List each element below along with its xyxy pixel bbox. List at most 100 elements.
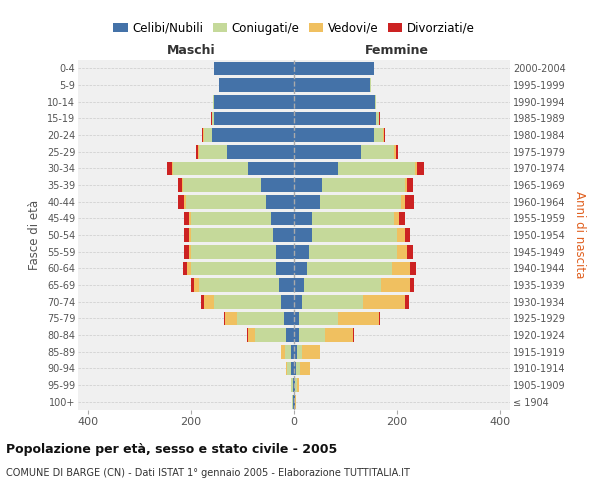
Bar [172, 162, 173, 175]
Bar [404, 295, 409, 308]
Bar [294, 195, 320, 208]
Bar [281, 345, 285, 358]
Bar [199, 145, 227, 158]
Bar [276, 262, 294, 275]
Bar [397, 245, 407, 258]
Bar [238, 312, 284, 325]
Bar [214, 112, 294, 125]
Bar [295, 395, 296, 408]
Bar [278, 278, 294, 292]
Bar [248, 162, 294, 175]
Bar [382, 278, 410, 292]
Bar [204, 295, 214, 308]
Bar [294, 128, 374, 142]
Bar [286, 328, 294, 342]
Bar [184, 178, 260, 192]
Bar [184, 228, 188, 242]
Bar [191, 278, 194, 292]
Bar [302, 295, 364, 308]
Bar [227, 145, 294, 158]
Bar [212, 112, 214, 125]
Bar [383, 128, 384, 142]
Bar [404, 178, 407, 192]
Bar [296, 345, 302, 358]
Bar [294, 112, 376, 125]
Bar [407, 178, 413, 192]
Bar [294, 95, 375, 108]
Bar [299, 328, 325, 342]
Bar [294, 345, 296, 358]
Bar [338, 162, 415, 175]
Bar [182, 178, 184, 192]
Bar [284, 312, 294, 325]
Bar [178, 178, 182, 192]
Bar [361, 145, 394, 158]
Bar [213, 95, 214, 108]
Bar [204, 128, 212, 142]
Bar [322, 178, 404, 192]
Bar [294, 378, 295, 392]
Bar [184, 245, 188, 258]
Bar [188, 245, 191, 258]
Bar [292, 345, 294, 358]
Bar [292, 378, 293, 392]
Bar [376, 112, 379, 125]
Text: Femmine: Femmine [365, 44, 429, 57]
Bar [294, 245, 310, 258]
Bar [214, 295, 281, 308]
Bar [292, 362, 294, 375]
Bar [188, 212, 191, 225]
Bar [312, 212, 394, 225]
Bar [296, 378, 299, 392]
Bar [294, 162, 338, 175]
Bar [293, 395, 294, 408]
Bar [178, 195, 184, 208]
Bar [212, 128, 294, 142]
Bar [184, 212, 188, 225]
Text: COMUNE DI BARGE (CN) - Dati ISTAT 1° gennaio 2005 - Elaborazione TUTTITALIA.IT: COMUNE DI BARGE (CN) - Dati ISTAT 1° gen… [6, 468, 410, 477]
Bar [287, 362, 292, 375]
Bar [396, 145, 398, 158]
Bar [256, 328, 286, 342]
Bar [260, 178, 294, 192]
Legend: Celibi/Nubili, Coniugati/e, Vedovi/e, Divorziati/e: Celibi/Nubili, Coniugati/e, Vedovi/e, Di… [109, 17, 479, 40]
Bar [271, 212, 294, 225]
Bar [407, 245, 413, 258]
Bar [400, 212, 404, 225]
Bar [188, 228, 191, 242]
Bar [299, 362, 310, 375]
Bar [294, 178, 322, 192]
Bar [276, 245, 294, 258]
Bar [294, 228, 312, 242]
Text: Maschi: Maschi [167, 44, 215, 57]
Bar [353, 328, 354, 342]
Y-axis label: Fasce di età: Fasce di età [28, 200, 41, 270]
Bar [294, 62, 374, 75]
Bar [184, 195, 186, 208]
Bar [247, 328, 248, 342]
Bar [307, 262, 392, 275]
Bar [187, 262, 191, 275]
Bar [294, 212, 312, 225]
Bar [285, 345, 292, 358]
Bar [266, 195, 294, 208]
Bar [418, 162, 424, 175]
Bar [191, 262, 276, 275]
Bar [299, 312, 338, 325]
Text: Popolazione per età, sesso e stato civile - 2005: Popolazione per età, sesso e stato civil… [6, 442, 337, 456]
Bar [248, 328, 256, 342]
Bar [410, 262, 416, 275]
Bar [224, 312, 238, 325]
Bar [302, 345, 320, 358]
Bar [325, 328, 353, 342]
Bar [191, 228, 274, 242]
Bar [295, 378, 296, 392]
Bar [198, 145, 199, 158]
Bar [394, 212, 400, 225]
Bar [294, 145, 361, 158]
Bar [394, 145, 396, 158]
Bar [338, 312, 379, 325]
Bar [364, 295, 404, 308]
Bar [194, 278, 199, 292]
Bar [294, 362, 296, 375]
